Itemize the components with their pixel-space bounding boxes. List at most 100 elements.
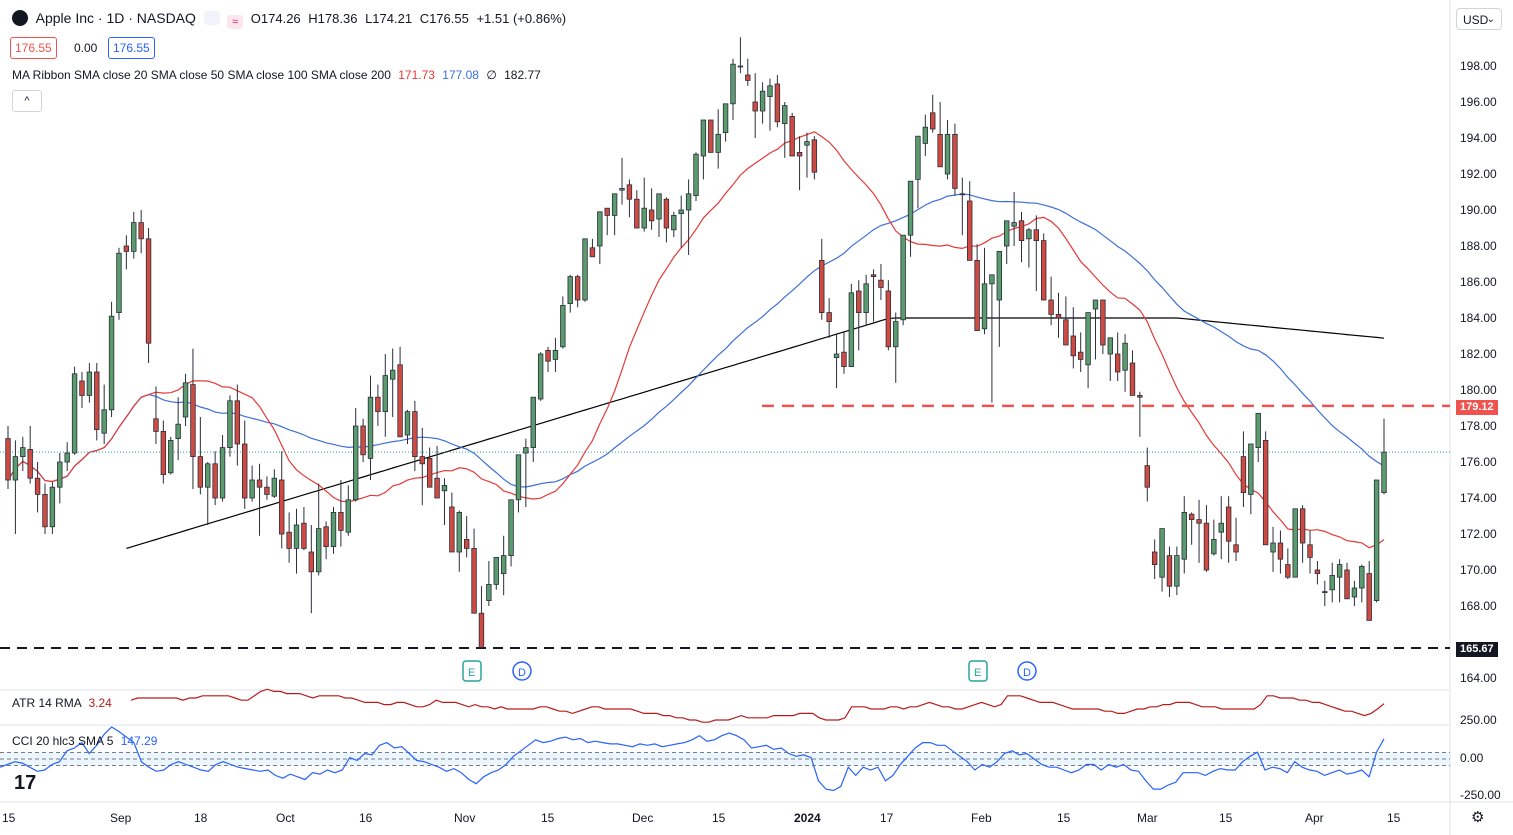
- candle-down: [426, 457, 433, 488]
- price-axis-tick-label: 186.00: [1460, 275, 1497, 289]
- candle-down: [663, 198, 670, 229]
- time-axis-tick-label: Oct: [276, 811, 295, 825]
- candle-up: [1011, 222, 1017, 227]
- candle-up: [1218, 522, 1224, 533]
- candle-down: [190, 384, 196, 458]
- black-level-price-label: 165.67: [1456, 642, 1498, 657]
- candle-up: [700, 119, 707, 157]
- candle-up: [131, 222, 137, 252]
- candle-down: [819, 259, 825, 313]
- dividend-marker-label: D: [518, 667, 526, 679]
- earnings-marker-icon: [462, 660, 482, 682]
- candle-up: [656, 193, 662, 220]
- candle-up: [345, 499, 351, 533]
- candle-up: [271, 477, 278, 497]
- candle-down: [870, 274, 877, 277]
- candle-down: [1018, 220, 1025, 242]
- candle-up: [389, 369, 396, 380]
- candle-up: [12, 456, 19, 481]
- candle-down: [634, 198, 640, 229]
- atr-legend[interactable]: ATR 14 RMA 3.24: [12, 696, 112, 710]
- candle-down: [574, 276, 581, 301]
- price-axis-tick-label: 192.00: [1460, 167, 1497, 181]
- dividend-marker-icon: [512, 661, 532, 681]
- candle-down: [937, 133, 943, 168]
- candle-up: [759, 90, 766, 112]
- ask-price-badge[interactable]: 176.55: [108, 37, 155, 59]
- candle-down: [752, 101, 758, 112]
- gear-icon[interactable]: ⚙: [1471, 809, 1485, 826]
- atr-value: 3.24: [88, 696, 112, 710]
- candle-down: [375, 396, 381, 413]
- candle-down: [279, 479, 285, 535]
- candle-up: [1255, 412, 1261, 448]
- currency-select[interactable]: USD ⌄: [1456, 8, 1502, 30]
- candle-down: [145, 238, 152, 344]
- candle-up: [249, 479, 255, 499]
- candle-down: [338, 512, 344, 531]
- price-axis-tick-label: 164.00: [1460, 671, 1497, 685]
- cci-axis-tick-label: 0.00: [1460, 751, 1484, 765]
- candle-down: [463, 539, 470, 549]
- candle-up: [619, 187, 625, 191]
- time-axis-tick-label: 16: [359, 811, 373, 825]
- candle-up: [560, 304, 566, 348]
- candle-down: [1077, 351, 1084, 360]
- candle-down: [648, 209, 655, 222]
- collapse-legend-button[interactable]: ^: [12, 90, 42, 112]
- candle-up: [1092, 299, 1099, 310]
- apple-logo-icon: [12, 10, 28, 26]
- candle-up: [530, 396, 536, 449]
- ma-ribbon-legend[interactable]: MA Ribbon SMA close 20 SMA close 50 SMA …: [12, 68, 541, 82]
- candle-down: [434, 477, 440, 499]
- candle-down: [1344, 569, 1350, 600]
- candle-up: [582, 238, 588, 301]
- candle-down: [1055, 313, 1062, 319]
- cci-value: 147.29: [120, 734, 158, 748]
- candle-down: [745, 74, 751, 81]
- tradingview-logo-icon[interactable]: 17: [14, 772, 37, 794]
- ohlc-change: +1.51 (+0.86%): [476, 11, 567, 26]
- candle-up: [989, 274, 995, 285]
- eye-icon[interactable]: [203, 11, 220, 25]
- bid-price-badge[interactable]: 176.55: [10, 37, 57, 59]
- currency-label: USD: [1463, 13, 1489, 27]
- candle-down: [1041, 240, 1047, 301]
- candle-up: [1292, 508, 1298, 578]
- candle-up: [182, 382, 189, 418]
- candle-down: [42, 493, 48, 528]
- candle-up: [678, 209, 684, 214]
- candle-up: [1373, 479, 1380, 601]
- candle-down: [1114, 353, 1121, 373]
- cci-legend[interactable]: CCI 20 hlc3 SMA 5 147.29: [12, 734, 157, 748]
- candle-down: [412, 411, 418, 458]
- candle-down: [264, 486, 270, 495]
- candle-up: [1211, 539, 1217, 555]
- candle-down: [841, 351, 847, 368]
- ma-ribbon-label: MA Ribbon SMA close 20 SMA close 50 SMA …: [12, 68, 391, 82]
- candle-up: [316, 528, 322, 573]
- candle-down: [1048, 299, 1054, 315]
- price-axis-tick-label: 190.00: [1460, 203, 1497, 217]
- time-axis-tick-label: Sep: [110, 811, 132, 825]
- candle-up: [1381, 451, 1387, 494]
- candle-down: [811, 139, 818, 173]
- symbol-title[interactable]: Apple Inc · 1D · NASDAQ: [35, 10, 196, 26]
- candle-down: [1100, 299, 1106, 346]
- time-axis-tick-label: Mar: [1137, 811, 1158, 825]
- candle-up: [86, 371, 93, 396]
- wave-icon[interactable]: ≈: [227, 15, 244, 29]
- cci-axis-tick-label: 250.00: [1460, 713, 1497, 727]
- candle-up: [1159, 528, 1165, 578]
- candle-down: [1033, 229, 1039, 242]
- candle-down: [242, 443, 248, 499]
- candle-down: [589, 247, 596, 258]
- candle-down: [1070, 335, 1076, 357]
- candle-down: [419, 456, 425, 465]
- ohlc-open: O174.26: [250, 11, 301, 26]
- candle-down: [604, 207, 610, 216]
- candle-up: [959, 193, 966, 196]
- candle-up: [944, 133, 951, 175]
- candle-down: [789, 116, 795, 157]
